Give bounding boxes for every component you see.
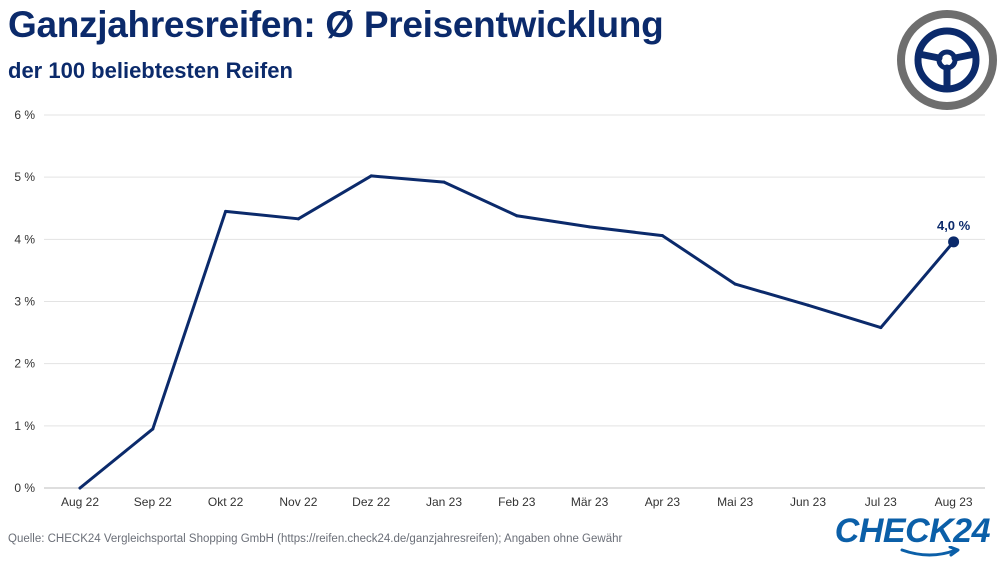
x-tick-label: Jun 23 [790,495,826,509]
x-tick-label: Mär 23 [571,495,609,509]
x-tick-label: Okt 22 [208,495,244,509]
x-tick-label: Jul 23 [865,495,897,509]
data-point [806,303,810,307]
data-point [369,174,373,178]
series-layer: 4,0 % [78,174,971,490]
y-tick-label: 4 % [14,232,35,246]
highlight-point [948,236,960,248]
y-tick-label: 3 % [14,295,35,309]
x-tick-label: Aug 23 [935,495,973,509]
x-tick-label: Jan 23 [426,495,462,509]
y-tick-label: 1 % [14,419,35,433]
data-point [151,427,155,431]
y-tick-label: 6 % [14,108,35,122]
y-axis-ticks: 0 % 1 % 2 % 3 % 4 % 5 % 6 % [14,108,35,495]
x-tick-label: Aug 22 [61,495,99,509]
x-tick-label: Feb 23 [498,495,536,509]
source-note: Quelle: CHECK24 Vergleichsportal Shoppin… [8,533,623,545]
x-tick-label: Nov 22 [279,495,317,509]
x-axis-ticks: Aug 22 Sep 22 Okt 22 Nov 22 Dez 22 Jan 23 Feb … [61,495,973,509]
y-tick-label: 0 % [14,481,35,495]
data-point [296,217,300,221]
line-chart: 0 % 1 % 2 % 3 % 4 % 5 % 6 % Aug 22 Sep 22 Okt 22… [14,108,985,509]
data-point [515,214,519,218]
x-tick-label: Sep 22 [134,495,172,509]
steering-wheel-icon [897,10,997,110]
x-tick-label: Mai 23 [717,495,753,509]
data-point [660,234,664,238]
y-tick-label: 2 % [14,357,35,371]
chart-subtitle: der 100 beliebtesten Reifen [8,58,293,83]
data-point [442,180,446,184]
brand-logo: CHECK24 [834,512,991,550]
data-point [588,225,592,229]
series-line [78,174,956,490]
x-tick-label: Dez 22 [352,495,390,509]
grid-lines [44,114,985,489]
data-point [733,282,737,286]
chart-title: Ganzjahresreifen: Ø Preisentwicklung [8,4,664,45]
data-point [224,209,228,213]
y-tick-label: 5 % [14,170,35,184]
x-tick-label: Apr 23 [645,495,681,509]
data-point [78,486,82,490]
data-label: 4,0 % [937,218,971,233]
swoosh-icon [900,546,960,557]
data-point [879,326,883,330]
